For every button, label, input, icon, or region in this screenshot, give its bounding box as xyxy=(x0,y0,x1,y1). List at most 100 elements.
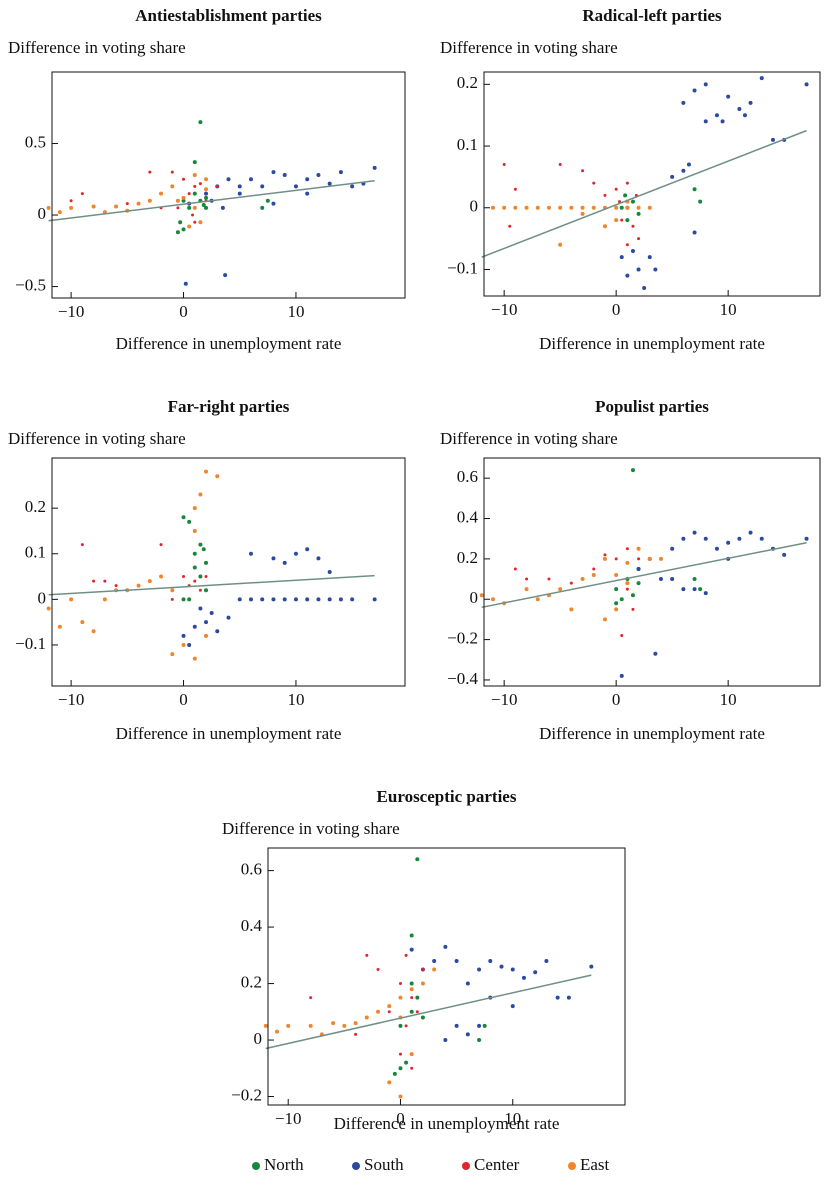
point xyxy=(625,560,630,565)
point xyxy=(804,82,809,87)
point xyxy=(636,546,641,551)
point xyxy=(759,536,764,541)
point xyxy=(569,205,574,210)
point xyxy=(248,597,253,602)
x-tick-label: −10 xyxy=(58,690,85,709)
point xyxy=(220,205,225,210)
point xyxy=(490,597,495,602)
point xyxy=(415,995,420,1000)
point xyxy=(614,607,619,612)
point xyxy=(619,597,624,602)
point xyxy=(192,656,197,661)
point xyxy=(237,191,242,196)
point xyxy=(338,170,343,175)
point xyxy=(305,177,310,182)
point xyxy=(465,1032,470,1037)
point xyxy=(602,617,607,622)
point xyxy=(502,205,507,210)
y-tick-label: 0 xyxy=(38,588,47,607)
series xyxy=(263,967,437,1099)
point xyxy=(159,191,164,196)
point xyxy=(618,200,622,204)
point xyxy=(398,995,403,1000)
point xyxy=(737,107,742,112)
point xyxy=(558,242,563,247)
point xyxy=(271,170,276,175)
point xyxy=(80,543,84,547)
point xyxy=(248,551,253,556)
point xyxy=(293,184,298,189)
point xyxy=(170,597,174,601)
point xyxy=(535,597,540,602)
point xyxy=(409,1052,414,1057)
x-tick-label: 0 xyxy=(396,1109,405,1128)
point xyxy=(737,536,742,541)
legend-marker xyxy=(462,1162,470,1170)
series xyxy=(309,953,425,1070)
point xyxy=(533,970,538,975)
point xyxy=(592,181,596,185)
point xyxy=(465,981,470,986)
point xyxy=(614,205,619,210)
point xyxy=(365,953,369,957)
point xyxy=(510,967,515,972)
point xyxy=(376,1009,381,1014)
point xyxy=(581,169,585,173)
panel-title: Antiestablishment parties xyxy=(135,6,322,25)
point xyxy=(80,620,85,625)
point xyxy=(226,615,231,620)
point xyxy=(327,181,332,186)
point xyxy=(630,593,635,598)
point xyxy=(603,193,607,197)
point xyxy=(338,597,343,602)
point xyxy=(703,591,708,596)
point xyxy=(305,597,310,602)
point xyxy=(392,1071,397,1076)
point xyxy=(720,119,725,124)
point xyxy=(658,556,663,561)
point xyxy=(569,581,573,585)
point xyxy=(176,206,180,210)
point xyxy=(192,506,197,511)
point xyxy=(409,1009,414,1014)
point xyxy=(327,597,332,602)
point xyxy=(409,933,414,938)
point xyxy=(603,553,607,557)
point xyxy=(619,255,624,260)
point xyxy=(182,575,186,579)
point xyxy=(316,172,321,177)
point xyxy=(404,1060,409,1065)
point xyxy=(614,187,618,191)
series xyxy=(175,120,270,235)
point xyxy=(630,199,635,204)
point xyxy=(350,597,355,602)
point xyxy=(432,958,437,963)
point xyxy=(525,577,529,581)
y-tick-label: 0.1 xyxy=(457,135,478,154)
point xyxy=(591,205,596,210)
point xyxy=(619,673,624,678)
point xyxy=(443,944,448,949)
point xyxy=(114,204,119,209)
point xyxy=(170,184,175,189)
y-axis-label: Difference in voting share xyxy=(440,429,618,448)
series xyxy=(80,543,208,601)
legend-label: North xyxy=(264,1155,304,1174)
point xyxy=(698,587,703,592)
point xyxy=(398,982,402,986)
point xyxy=(804,536,809,541)
point xyxy=(589,964,594,969)
point xyxy=(415,857,420,862)
point xyxy=(114,584,118,588)
point xyxy=(714,546,719,551)
y-axis-label: Difference in voting share xyxy=(440,38,618,57)
x-tick-label: 10 xyxy=(720,300,737,319)
point xyxy=(372,165,377,170)
plot-frame xyxy=(267,847,626,1106)
point xyxy=(410,996,414,1000)
plot-frame xyxy=(483,457,821,687)
point xyxy=(201,203,206,208)
series xyxy=(619,187,703,223)
point xyxy=(477,1038,482,1043)
point xyxy=(147,579,152,584)
